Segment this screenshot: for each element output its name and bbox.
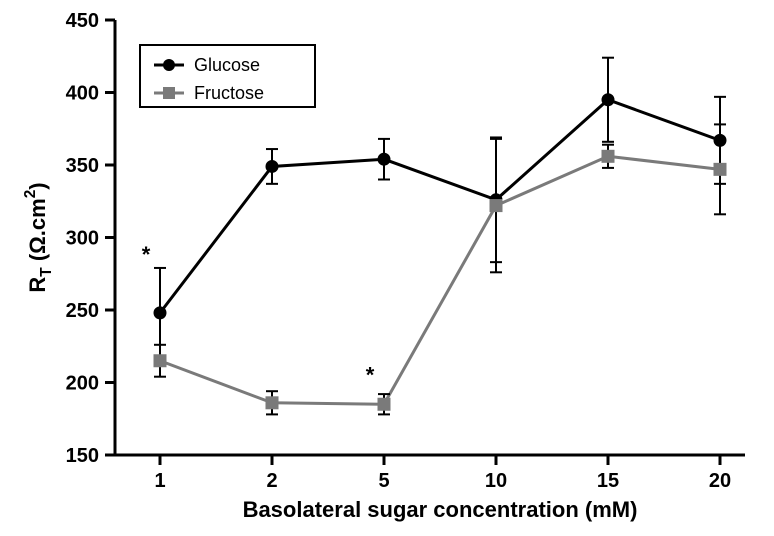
series-line-fructose [160, 156, 720, 404]
marker-circle [378, 153, 390, 165]
x-tick-label: 1 [154, 470, 165, 492]
y-tick-label: 300 [66, 228, 99, 250]
x-tick-label: 2 [266, 470, 277, 492]
chart-container: 150 200 250 300 350 400 450 1 2 5 10 15 20 RT (Ω.cm2)… [0, 0, 774, 536]
x-tick-label: 15 [597, 470, 619, 492]
marker-square [378, 398, 390, 410]
marker-square [602, 150, 614, 162]
marker-square [714, 163, 726, 175]
y-axis-label: RT (Ω.cm2) [22, 182, 55, 292]
x-axis-label: Basolateral sugar concentration (mM) [243, 497, 638, 522]
chart-svg: 150 200 250 300 350 400 450 1 2 5 10 15 20 RT (Ω.cm2)… [0, 0, 774, 536]
annotation-star: * [366, 363, 375, 388]
annotation-star: * [142, 242, 151, 267]
y-tick-label: 350 [66, 155, 99, 177]
marker-circle [266, 160, 278, 172]
y-tick-label: 400 [66, 83, 99, 105]
legend-label: Glucose [194, 55, 260, 75]
marker-circle [602, 94, 614, 106]
y-tick-label: 450 [66, 10, 99, 32]
x-tick-label: 5 [378, 470, 389, 492]
legend-label: Fructose [194, 83, 264, 103]
svg-text:RT (Ω.cm2): RT (Ω.cm2) [22, 182, 55, 292]
series-line-glucose [160, 100, 720, 313]
marker-square [266, 397, 278, 409]
y-tick-label: 250 [66, 300, 99, 322]
x-tick-label: 10 [485, 470, 507, 492]
marker-square [154, 355, 166, 367]
y-tick-label: 150 [66, 445, 99, 467]
y-tick-label: 200 [66, 373, 99, 395]
marker-circle [154, 307, 166, 319]
x-tick-label: 20 [709, 470, 731, 492]
marker-circle [714, 134, 726, 146]
marker-square [490, 200, 502, 212]
